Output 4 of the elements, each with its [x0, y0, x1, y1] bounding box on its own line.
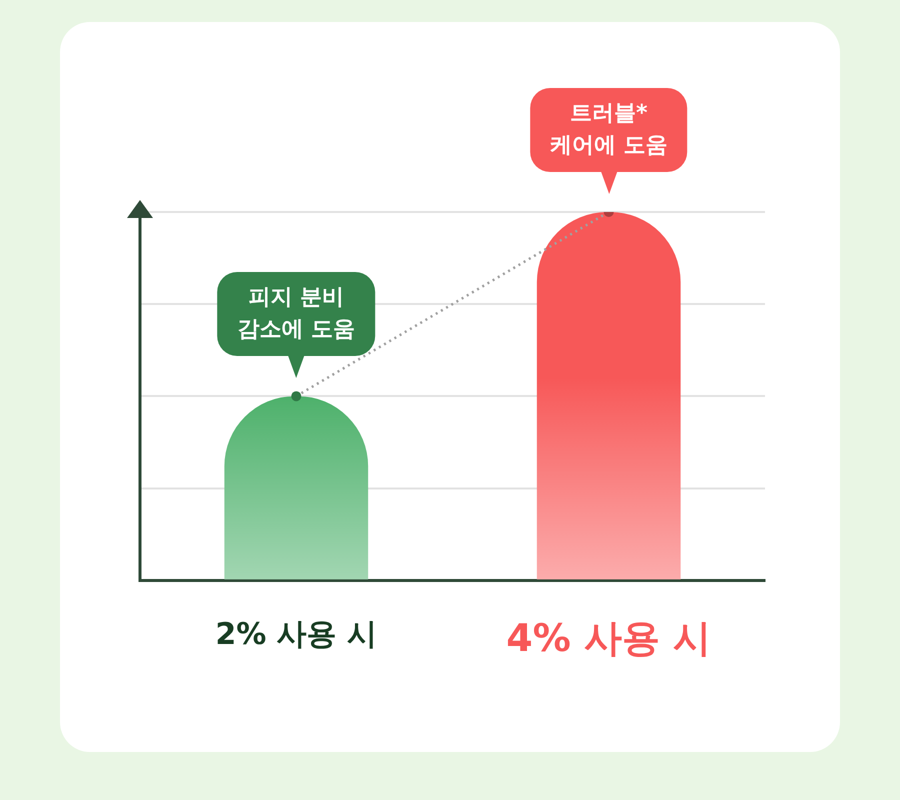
x-tick-label: 2% 사용 시 — [215, 617, 378, 652]
annotation: 피지 분비 감소에 도움 — [217, 272, 376, 356]
x-tick-label: 4% 사용 시 — [506, 616, 712, 660]
annotation: 트러블* 케어에 도움 — [530, 88, 688, 172]
